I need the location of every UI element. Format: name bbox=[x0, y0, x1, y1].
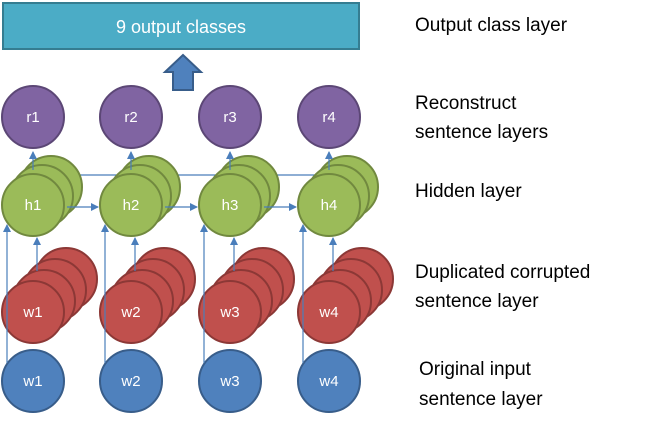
input-layer-label-line1: Original input bbox=[419, 359, 531, 380]
reconstruct-node-label: r3 bbox=[223, 109, 236, 126]
input-node bbox=[297, 349, 361, 413]
up-arrow-icon bbox=[162, 53, 204, 91]
corrupted-node bbox=[99, 280, 163, 344]
reconstruct-node-label: r4 bbox=[322, 109, 335, 126]
reconstruct-node bbox=[198, 85, 262, 149]
corrupted-node-label: w3 bbox=[219, 304, 239, 321]
reconstruct-layer-label-line1: Reconstruct bbox=[415, 93, 517, 114]
output-class-label: 9 output classes bbox=[116, 17, 246, 37]
corrupted-node bbox=[198, 280, 262, 344]
input-node bbox=[99, 349, 163, 413]
input-node-label: w4 bbox=[318, 373, 338, 390]
reconstruct-node bbox=[99, 85, 163, 149]
input-node bbox=[1, 349, 65, 413]
corrupted-node-label: w4 bbox=[318, 304, 338, 321]
reconstruct-node-label: r1 bbox=[26, 109, 39, 126]
input-node-label: w2 bbox=[120, 373, 140, 390]
hidden-node bbox=[198, 173, 262, 237]
connection-arrows-overlay bbox=[3, 151, 337, 363]
output-class-box: 9 output classes bbox=[2, 2, 360, 50]
corrupted-layer-label-line1: Duplicated corrupted bbox=[415, 262, 591, 283]
hidden-node-label: h3 bbox=[222, 197, 239, 214]
input-layer-label-line2: sentence layer bbox=[419, 389, 543, 410]
output-layer-label: Output class layer bbox=[415, 15, 568, 36]
corrupted-node bbox=[1, 280, 65, 344]
corrupted-node bbox=[297, 280, 361, 344]
reconstruct-node bbox=[297, 85, 361, 149]
reconstruct-layer-label-line2: sentence layers bbox=[415, 122, 549, 143]
hidden-node bbox=[297, 173, 361, 237]
hidden-node bbox=[99, 173, 163, 237]
reconstruct-layer-nodes: r1 r2 r3 r4 bbox=[1, 85, 361, 149]
reconstruct-node-label: r2 bbox=[124, 109, 137, 126]
hidden-node-label: h4 bbox=[321, 197, 338, 214]
hidden-node-label: h2 bbox=[123, 197, 140, 214]
input-node bbox=[198, 349, 262, 413]
corrupted-layer-nodes: w1 w2 w3 w4 bbox=[1, 247, 394, 344]
input-layer-nodes: w1 w2 w3 w4 bbox=[1, 349, 361, 413]
corrupted-layer-label-line2: sentence layer bbox=[415, 291, 539, 312]
corrupted-node-label: w1 bbox=[22, 304, 42, 321]
hidden-layer-nodes: h1 h2 h3 h4 bbox=[1, 155, 379, 237]
reconstruct-node bbox=[1, 85, 65, 149]
input-node-label: w3 bbox=[219, 373, 239, 390]
corrupted-node-label: w2 bbox=[120, 304, 140, 321]
hidden-node bbox=[1, 173, 65, 237]
hidden-node-label: h1 bbox=[25, 197, 42, 214]
hidden-layer-label: Hidden layer bbox=[415, 181, 522, 202]
input-node-label: w1 bbox=[22, 373, 42, 390]
